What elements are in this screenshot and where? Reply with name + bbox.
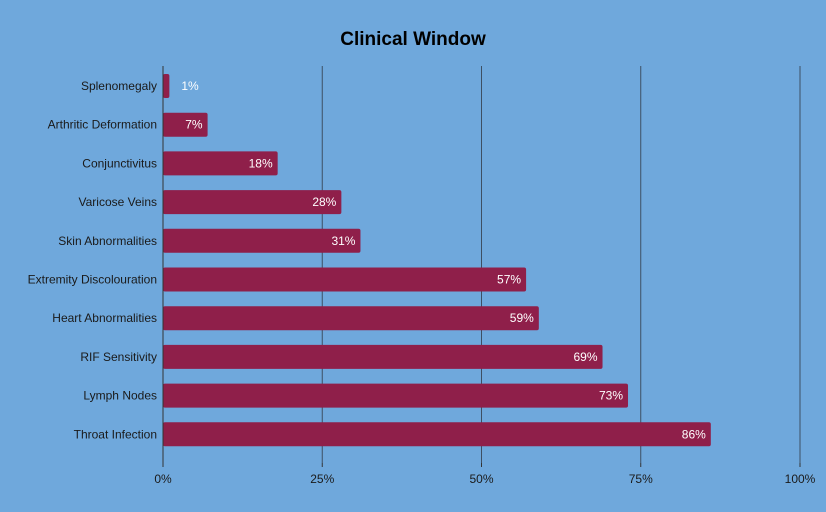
category-label: RIF Sensitivity <box>80 350 157 364</box>
category-label: Splenomegaly <box>81 79 157 93</box>
bar-value-label: 18% <box>249 156 273 170</box>
bars: 1% 7% 18% 28% 31% 57% 59% 69% 73% 86% <box>163 74 711 447</box>
bar <box>163 228 361 253</box>
category-label: Lymph Nodes <box>83 389 157 403</box>
x-tick-label: 50% <box>469 472 493 486</box>
bar-value-label: 69% <box>573 350 597 364</box>
x-tick-label: 25% <box>310 472 334 486</box>
bar-value-label: 73% <box>599 389 623 403</box>
bar <box>163 267 527 292</box>
category-label: Conjunctivitus <box>82 156 157 170</box>
bar-value-label: 28% <box>312 195 336 209</box>
category-label: Skin Abnormalities <box>58 234 157 248</box>
bar <box>163 422 711 447</box>
bar-value-label: 86% <box>682 427 706 441</box>
bar <box>163 74 170 98</box>
bar-value-label: 7% <box>185 118 203 132</box>
bar-value-label: 57% <box>497 273 521 287</box>
x-axis-ticks: 0% 25% 50% 75% 100% <box>154 463 816 486</box>
bar <box>163 344 603 369</box>
category-label: Varicose Veins <box>79 195 158 209</box>
bar <box>163 151 278 176</box>
bar-value-label: 1% <box>181 79 199 93</box>
category-label: Arthritic Deformation <box>48 118 157 132</box>
category-label: Heart Abnormalities <box>52 311 157 325</box>
category-label: Throat Infection <box>74 427 157 441</box>
bar <box>163 306 539 331</box>
bar-value-label: 31% <box>331 234 355 248</box>
category-labels: Splenomegaly Arthritic Deformation Conjunc… <box>28 79 157 441</box>
bar-value-label: 59% <box>510 311 534 325</box>
chart-title: Clinical Window <box>340 29 486 50</box>
bar <box>163 190 342 215</box>
x-tick-label: 0% <box>154 472 172 486</box>
x-tick-label: 75% <box>629 472 653 486</box>
x-tick-label: 100% <box>785 472 816 486</box>
bar <box>163 383 629 408</box>
category-label: Extremity Discolouration <box>28 273 157 287</box>
bar <box>163 112 208 137</box>
